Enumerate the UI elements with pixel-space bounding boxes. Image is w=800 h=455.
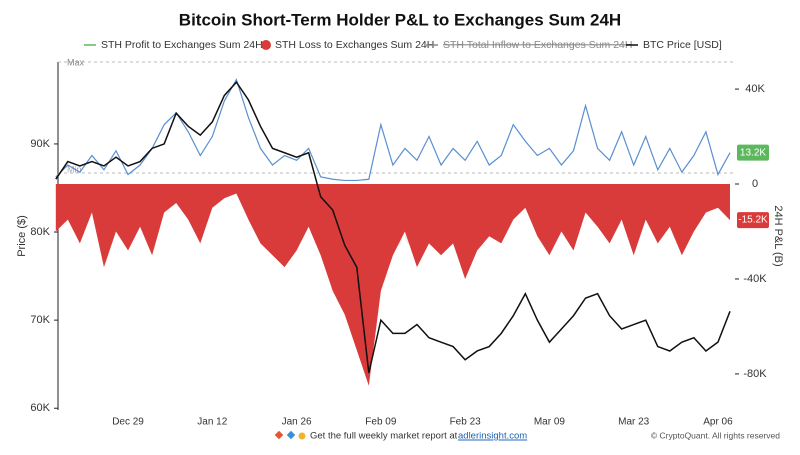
- loss-area: [55, 184, 731, 386]
- legend-label[interactable]: BTC Price [USD]: [643, 39, 722, 51]
- value-tag: [737, 212, 769, 229]
- y-tick-label: 80K: [30, 226, 50, 238]
- y-tick-label: 60K: [30, 402, 50, 414]
- y-tick-label: 70K: [30, 314, 50, 326]
- x-tick-label: Dec 29: [112, 417, 144, 428]
- x-tick-label: Apr 06: [703, 417, 733, 428]
- x-tick-label: Jan 12: [197, 417, 227, 428]
- icon: [274, 430, 284, 440]
- value-label: 13.2K: [740, 147, 766, 158]
- y2-tick-label: -40K: [743, 273, 767, 285]
- chart-title: Bitcoin Short-Term Holder P&L to Exchang…: [179, 10, 621, 29]
- x-tick-label: Feb 09: [365, 417, 397, 428]
- price-line: [55, 81, 731, 374]
- icon: [286, 430, 296, 440]
- legend-label[interactable]: STH Profit to Exchanges Sum 24H: [101, 39, 263, 51]
- legend-label[interactable]: STH Loss to Exchanges Sum 24H: [275, 39, 434, 51]
- x-tick-label: Mar 09: [534, 417, 566, 428]
- y2-tick-label: 0: [752, 178, 758, 190]
- profit-line: [55, 78, 731, 182]
- y-axis-title: Price ($): [16, 215, 28, 257]
- y-tick-label: 90K: [30, 138, 50, 150]
- y2-tick-label: 40K: [745, 83, 765, 95]
- footer-text: Get the full weekly market report at: [310, 431, 458, 442]
- value-label: -15.2K: [738, 215, 768, 226]
- x-tick-label: Mar 23: [618, 417, 650, 428]
- legend-marker: [261, 40, 271, 50]
- x-tick-label: Jan 26: [282, 417, 312, 428]
- value-tag: [737, 144, 769, 161]
- y2-axis-title: 24H P&L (B): [772, 205, 784, 266]
- legend-label[interactable]: STH Total Inflow to Exchanges Sum 24H: [443, 39, 632, 51]
- copyright: © CryptoQuant. All rights reserved: [651, 430, 780, 440]
- max-label: Max: [67, 57, 85, 67]
- icon: [298, 432, 306, 440]
- footer: Get the full weekly market report at adl…: [274, 430, 780, 442]
- y2-tick-label: -80K: [743, 368, 767, 380]
- x-tick-label: Feb 23: [450, 417, 482, 428]
- footer-link[interactable]: adlerinsight.com: [458, 431, 527, 442]
